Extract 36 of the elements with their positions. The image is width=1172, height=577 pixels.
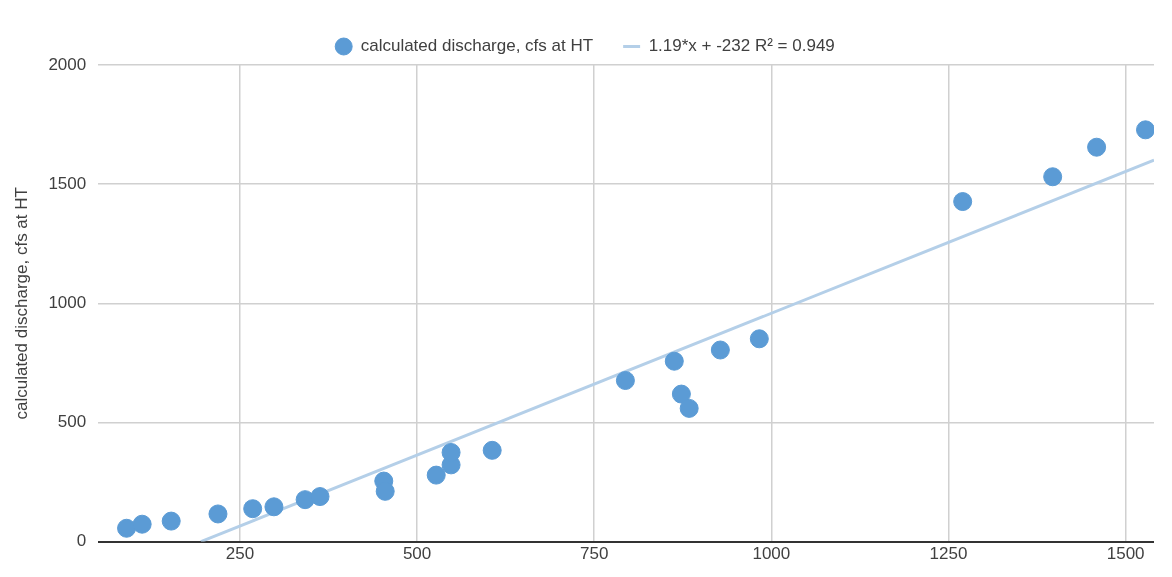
point	[615, 371, 635, 391]
y-tick-label: 500	[57, 412, 87, 432]
point	[426, 465, 446, 485]
point	[310, 487, 330, 507]
x-tick-label: 500	[402, 544, 432, 564]
x-tick-label: 1000	[752, 544, 791, 564]
point	[264, 497, 284, 517]
point	[117, 518, 137, 538]
y-tick-label: 1500	[48, 173, 87, 193]
point	[1043, 167, 1063, 187]
point	[161, 511, 181, 531]
point	[749, 329, 769, 349]
point	[295, 490, 315, 510]
point	[243, 499, 263, 519]
y-tick-label: 0	[76, 531, 87, 551]
point	[1136, 120, 1154, 140]
point	[482, 440, 502, 460]
x-tick-label: 750	[580, 544, 609, 564]
legend-label: 1.19*x + -232 R² = 0.949	[648, 36, 835, 56]
point	[679, 398, 699, 418]
y-axis-title: calculated discharge, cfs at HT	[11, 187, 31, 420]
x-tick-label: 1500	[1106, 544, 1145, 564]
point	[208, 504, 228, 524]
legend-label: calculated discharge, cfs at HT	[360, 36, 594, 56]
x-tick-label: 1250	[929, 544, 968, 564]
point	[1087, 137, 1107, 157]
y-tick-label: 2000	[48, 54, 87, 74]
point	[671, 384, 691, 404]
x-tick-label: 250	[225, 544, 255, 564]
point	[953, 192, 973, 212]
point	[710, 340, 730, 360]
point	[375, 481, 395, 501]
y-tick-label: 1000	[48, 292, 87, 312]
point	[132, 514, 152, 534]
point	[664, 351, 684, 371]
point	[441, 442, 461, 462]
